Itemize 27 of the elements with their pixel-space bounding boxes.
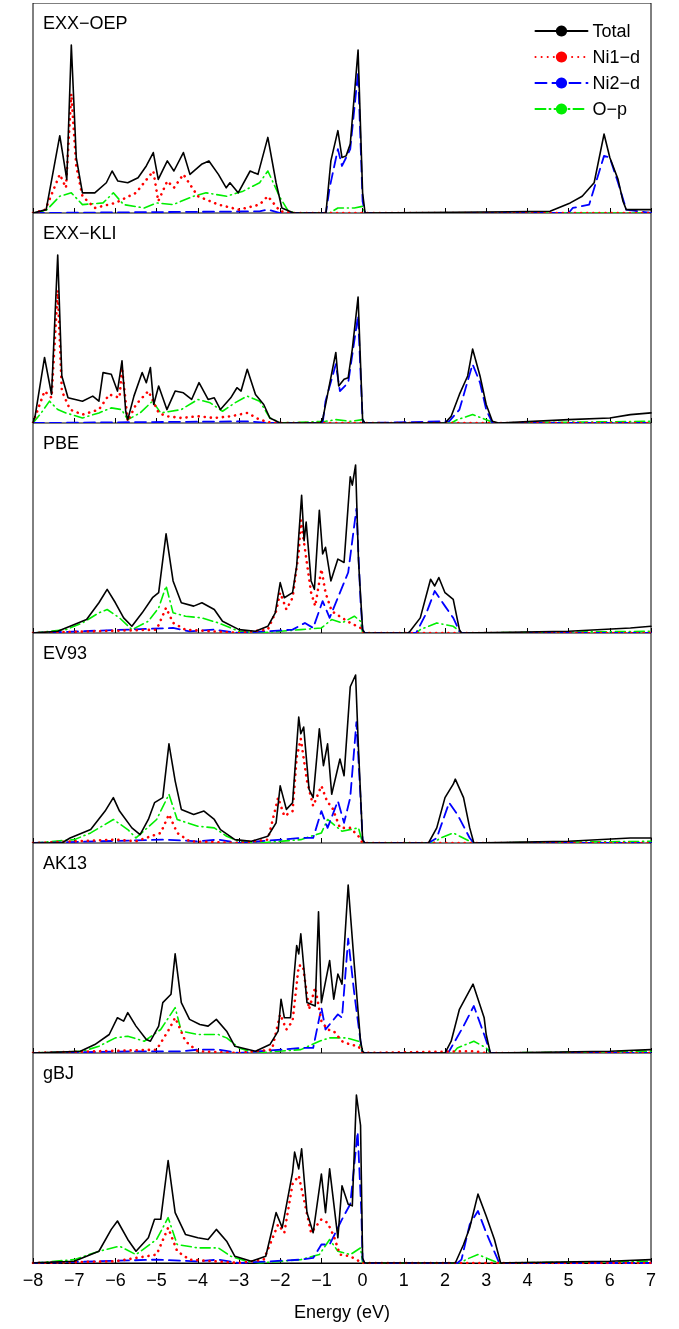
chart-title: PBE (43, 433, 80, 453)
chart-title: EV93 (43, 643, 88, 663)
x-tick-label: 5 (563, 1270, 574, 1290)
x-tick-label: 0 (357, 1270, 368, 1290)
x-tick-label: −4 (187, 1270, 209, 1290)
x-tick-label: −3 (228, 1270, 250, 1290)
x-tick-label: −6 (105, 1270, 126, 1290)
legend-label: O−p (592, 99, 627, 119)
x-tick-label: 4 (522, 1270, 533, 1290)
legend-label: Ni1−d (592, 47, 640, 67)
x-tick-label: 7 (645, 1270, 657, 1290)
x-tick-label: 6 (604, 1270, 615, 1290)
chart-title: gBJ (43, 1063, 75, 1083)
legend-label: Total (592, 21, 631, 41)
x-tick-label: −7 (63, 1270, 85, 1290)
x-tick-label: −8 (22, 1270, 44, 1290)
x-tick-label: 1 (398, 1270, 409, 1290)
x-tick-label: −5 (146, 1270, 167, 1290)
x-tick-label: −2 (269, 1270, 291, 1290)
x-axis-title: Energy (eV) (293, 1302, 391, 1322)
x-tick-label: 3 (481, 1270, 492, 1290)
chart-title: EXX−OEP (43, 13, 128, 33)
legend-label: Ni2−d (592, 73, 640, 93)
x-tick-label: 2 (439, 1270, 451, 1290)
x-tick-label: −1 (311, 1270, 332, 1290)
chart-title: AK13 (43, 853, 88, 873)
chart-title: EXX−KLI (43, 223, 117, 243)
